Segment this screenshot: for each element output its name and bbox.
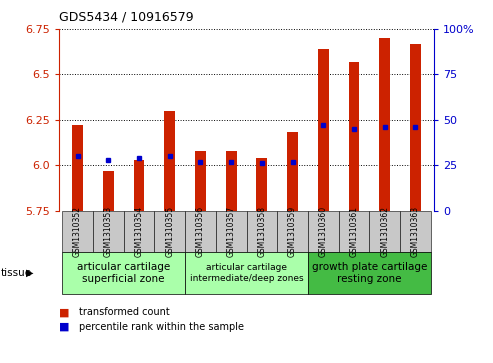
Text: GSM1310353: GSM1310353 xyxy=(104,206,113,257)
Text: GSM1310358: GSM1310358 xyxy=(257,206,266,257)
Text: GSM1310362: GSM1310362 xyxy=(380,206,389,257)
Bar xyxy=(379,38,390,211)
Text: ■: ■ xyxy=(59,322,70,332)
Bar xyxy=(410,44,421,211)
Bar xyxy=(195,151,206,211)
Text: percentile rank within the sample: percentile rank within the sample xyxy=(79,322,244,332)
Bar xyxy=(164,111,175,211)
Text: GSM1310354: GSM1310354 xyxy=(135,206,143,257)
Bar xyxy=(226,151,237,211)
Text: articular cartilage
superficial zone: articular cartilage superficial zone xyxy=(77,262,170,284)
Text: GSM1310356: GSM1310356 xyxy=(196,206,205,257)
Bar xyxy=(318,49,329,211)
Bar xyxy=(72,125,83,211)
Bar xyxy=(349,62,359,211)
Text: ■: ■ xyxy=(59,307,70,317)
Text: transformed count: transformed count xyxy=(79,307,170,317)
Text: GSM1310363: GSM1310363 xyxy=(411,206,420,257)
Text: tissue: tissue xyxy=(1,268,32,278)
Text: GSM1310361: GSM1310361 xyxy=(350,206,358,257)
Bar xyxy=(287,132,298,211)
Text: GSM1310360: GSM1310360 xyxy=(319,206,328,257)
Text: GSM1310357: GSM1310357 xyxy=(227,206,236,257)
Text: GDS5434 / 10916579: GDS5434 / 10916579 xyxy=(59,11,194,24)
Bar xyxy=(256,158,267,211)
Text: GSM1310359: GSM1310359 xyxy=(288,206,297,257)
Text: GSM1310352: GSM1310352 xyxy=(73,206,82,257)
Bar xyxy=(134,160,144,211)
Text: GSM1310355: GSM1310355 xyxy=(165,206,174,257)
Text: growth plate cartilage
resting zone: growth plate cartilage resting zone xyxy=(312,262,427,284)
Bar xyxy=(103,171,114,211)
Text: articular cartilage
intermediate/deep zones: articular cartilage intermediate/deep zo… xyxy=(190,264,303,283)
Text: ▶: ▶ xyxy=(26,268,34,278)
